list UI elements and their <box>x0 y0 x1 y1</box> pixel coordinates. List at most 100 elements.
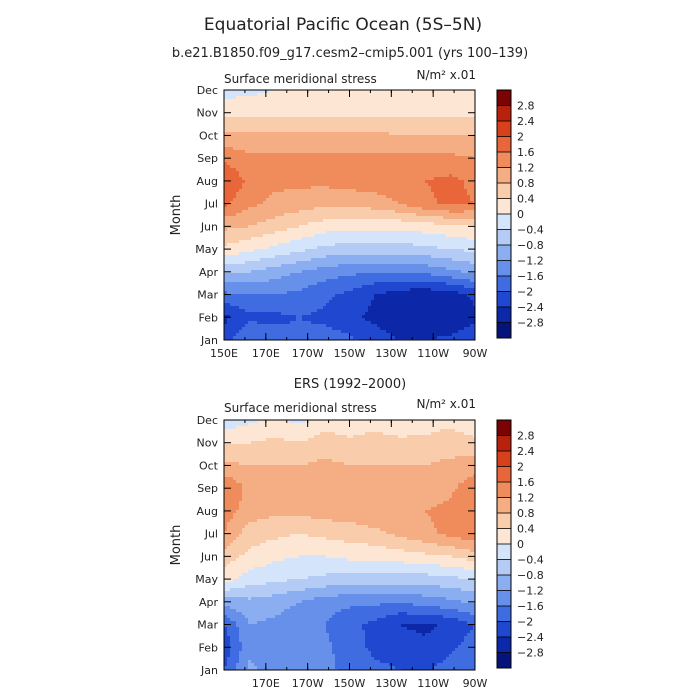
contour-cell <box>230 261 234 265</box>
contour-cell <box>275 261 279 265</box>
contour-cell <box>311 210 315 214</box>
contour-cell <box>410 219 414 223</box>
contour-cell <box>320 264 324 268</box>
contour-cell <box>233 231 237 235</box>
contour-cell <box>464 174 468 178</box>
contour-cell <box>257 177 261 181</box>
contour-cell <box>428 258 432 262</box>
contour-cell <box>365 207 369 211</box>
contour-cell <box>224 249 228 253</box>
contour-cell <box>365 228 369 232</box>
contour-cell <box>419 150 423 154</box>
contour-cell <box>329 114 333 118</box>
contour-cell <box>374 144 378 148</box>
contour-cell <box>344 240 348 244</box>
contour-cell <box>269 159 273 163</box>
contour-cell <box>311 147 315 151</box>
contour-cell <box>431 162 435 166</box>
contour-cell <box>437 222 441 226</box>
contour-cell <box>227 177 231 181</box>
contour-cell <box>272 174 276 178</box>
contour-cell <box>404 246 408 250</box>
contour-cell <box>245 174 249 178</box>
contour-cell <box>248 123 252 127</box>
contour-cell <box>461 153 465 157</box>
contour-cell <box>428 174 432 178</box>
contour-cell <box>335 180 339 184</box>
contour-cell <box>308 159 312 163</box>
contour-cell <box>443 264 447 268</box>
contour-cell <box>335 216 339 220</box>
contour-cell <box>233 204 237 208</box>
contour-cell <box>434 159 438 163</box>
contour-cell <box>263 147 267 151</box>
contour-cell <box>287 177 291 181</box>
contour-cell <box>353 120 357 124</box>
contour-cell <box>458 111 462 115</box>
contour-cell <box>329 213 333 217</box>
contour-cell <box>431 183 435 187</box>
contour-cell <box>305 102 309 106</box>
contour-cell <box>248 165 252 169</box>
contour-cell <box>452 252 456 256</box>
contour-cell <box>401 135 405 139</box>
contour-cell <box>281 168 285 172</box>
contour-cell <box>329 153 333 157</box>
contour-cell <box>383 168 387 172</box>
contour-cell <box>353 117 357 121</box>
contour-cell <box>374 135 378 139</box>
contour-cell <box>248 186 252 190</box>
contour-cell <box>467 231 471 235</box>
contour-cell <box>377 102 381 106</box>
contour-cell <box>389 186 393 190</box>
contour-cell <box>272 198 276 202</box>
contour-cell <box>461 174 465 178</box>
contour-cell <box>422 189 426 193</box>
contour-cell <box>428 96 432 100</box>
contour-cell <box>254 111 258 115</box>
contour-cell <box>245 171 249 175</box>
contour-cell <box>383 213 387 217</box>
contour-cell <box>329 255 333 259</box>
contour-cell <box>254 141 258 145</box>
contour-cell <box>434 153 438 157</box>
contour-cell <box>308 186 312 190</box>
contour-cell <box>353 141 357 145</box>
contour-cell <box>254 249 258 253</box>
contour-cell <box>263 231 267 235</box>
contour-cell <box>470 189 474 193</box>
contour-cell <box>461 210 465 214</box>
contour-cell <box>413 258 417 262</box>
contour-cell <box>299 213 303 217</box>
contour-cell <box>380 261 384 265</box>
contour-cell <box>344 117 348 121</box>
contour-cell <box>356 123 360 127</box>
contour-cell <box>359 93 363 97</box>
contour-cell <box>227 183 231 187</box>
contour-cell <box>332 264 336 268</box>
contour-cell <box>416 120 420 124</box>
contour-cell <box>458 261 462 265</box>
contour-cell <box>464 165 468 169</box>
contour-cell <box>398 96 402 100</box>
contour-cell <box>296 237 300 241</box>
contour-cell <box>347 114 351 118</box>
contour-cell <box>473 174 476 178</box>
contour-cell <box>386 126 390 130</box>
contour-cell <box>314 117 318 121</box>
contour-cell <box>461 201 465 205</box>
contour-cell <box>245 204 249 208</box>
contour-cell <box>254 117 258 121</box>
contour-cell <box>368 216 372 220</box>
contour-cell <box>239 141 243 145</box>
contour-cell <box>431 225 435 229</box>
contour-cell <box>326 228 330 232</box>
contour-cell <box>332 189 336 193</box>
contour-cell <box>350 165 354 169</box>
contour-cell <box>425 195 429 199</box>
contour-cell <box>347 99 351 103</box>
contour-cell <box>371 177 375 181</box>
contour-cell <box>329 168 333 172</box>
contour-cell <box>329 126 333 130</box>
contour-cell <box>440 102 444 106</box>
